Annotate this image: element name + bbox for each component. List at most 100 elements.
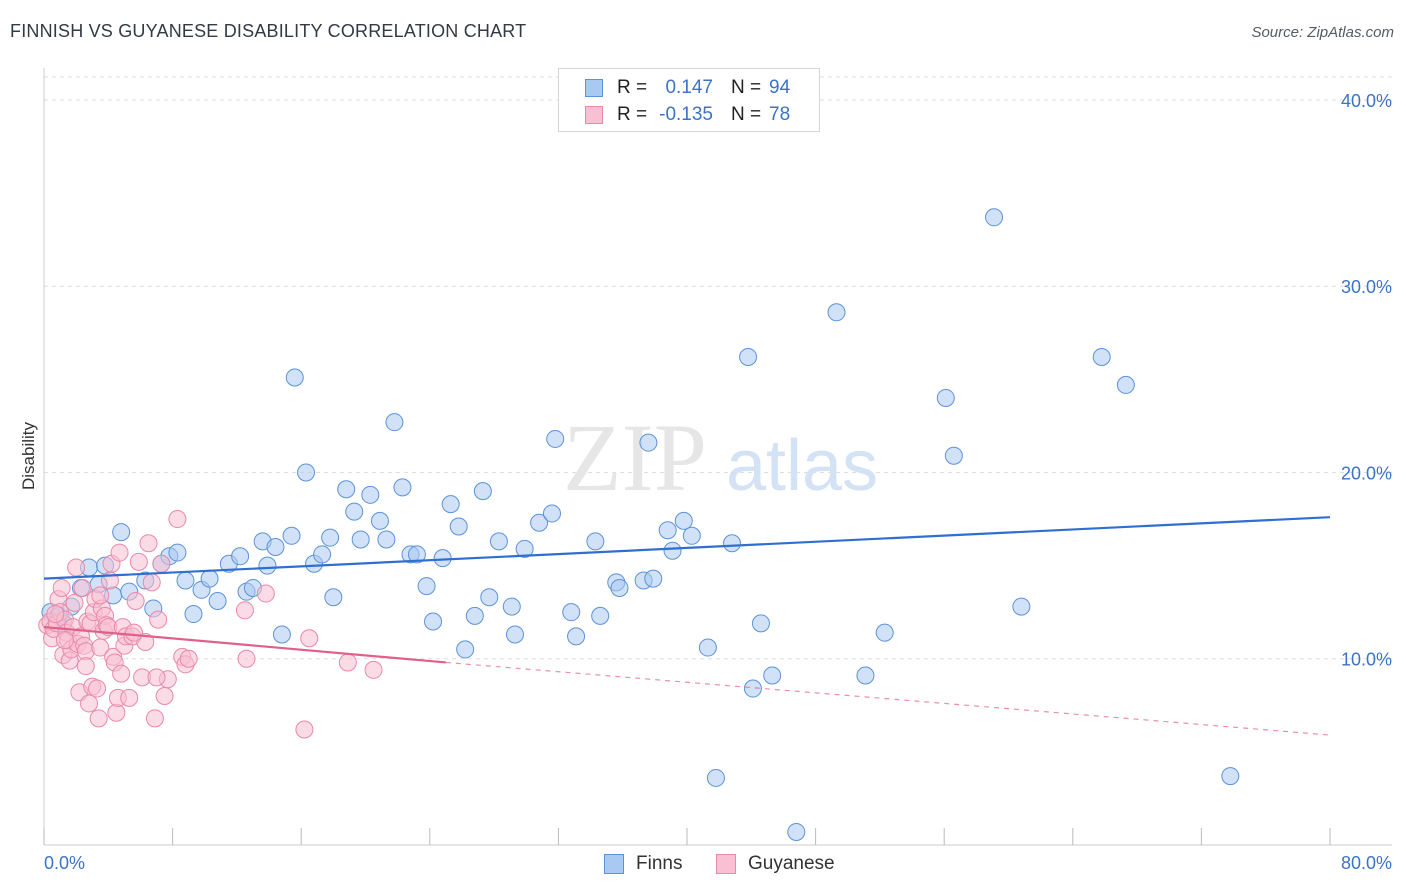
chart-title: FINNISH VS GUYANESE DISABILITY CORRELATI… (10, 21, 527, 41)
data-point-finns (370, 511, 389, 530)
data-point-finns (351, 530, 370, 549)
watermark-zip: ZIP (563, 404, 707, 511)
data-point-finns (449, 517, 468, 536)
trend-lines (43, 516, 1331, 736)
data-point-finns (610, 578, 629, 597)
data-point-finns (313, 545, 332, 564)
data-point-finns (856, 666, 875, 685)
data-point-guyanese (91, 586, 110, 605)
data-point-finns (285, 368, 304, 387)
data-point-finns (936, 388, 955, 407)
data-point-guyanese (155, 686, 174, 705)
data-point-finns (787, 822, 806, 841)
data-point-guyanese (300, 629, 319, 648)
data-point-guyanese (65, 593, 84, 612)
data-point-finns (393, 478, 412, 497)
data-point-guyanese (107, 703, 126, 722)
series-finns (41, 208, 1240, 841)
data-point-guyanese (338, 653, 357, 672)
series-legend: Finns Guyanese (0, 852, 1406, 878)
n-value: 94 (769, 77, 791, 98)
data-point-finns (345, 502, 364, 521)
finns-swatch (585, 79, 603, 97)
trend-line-guyanese-extension (445, 661, 1331, 736)
data-point-finns (502, 597, 521, 616)
data-point-finns (282, 526, 301, 545)
data-point-guyanese (80, 694, 99, 713)
data-point-finns (698, 638, 717, 657)
data-point-finns (546, 429, 565, 448)
y-tick-label: 30.0% (1341, 277, 1392, 297)
axes (43, 68, 1392, 846)
data-point-finns (465, 606, 484, 625)
data-point-finns (542, 504, 561, 523)
data-point-finns (723, 534, 742, 553)
y-tick-label: 20.0% (1341, 463, 1392, 483)
data-point-finns (1221, 767, 1240, 786)
guyanese-swatch (585, 106, 603, 124)
trend-line-finns (43, 516, 1331, 580)
legend-row-guyanese: R = -0.135 N = 78 (559, 100, 819, 128)
data-point-guyanese (237, 649, 256, 668)
data-point-finns (258, 556, 277, 575)
trend-line-guyanese (43, 625, 446, 664)
data-point-guyanese (46, 605, 65, 624)
r-value: -0.135 (659, 104, 713, 125)
r-value: 0.147 (665, 77, 713, 98)
legend-label-finns: Finns (636, 853, 683, 874)
data-point-guyanese (295, 720, 314, 739)
data-point-finns (1092, 347, 1111, 366)
data-point-finns (337, 480, 356, 499)
x-tick-label: 0.0% (44, 853, 85, 873)
tick-labels: 10.0% 20.0% 30.0% 40.0% 0.0% 80.0% (44, 91, 1392, 873)
data-point-guyanese (152, 554, 171, 573)
data-point-finns (272, 625, 291, 644)
data-point-guyanese (147, 668, 166, 687)
data-point-finns (297, 463, 316, 482)
data-point-finns (644, 569, 663, 588)
data-point-finns (473, 482, 492, 501)
correlation-legend: R = 0.147 N = 94 R = -0.135 N = 78 (558, 68, 820, 132)
data-point-guyanese (142, 573, 161, 592)
data-point-finns (663, 541, 682, 560)
grid-lines (44, 76, 1392, 660)
data-point-finns (763, 666, 782, 685)
n-label: N = (731, 104, 762, 125)
data-point-guyanese (76, 657, 95, 676)
data-point-finns (361, 485, 380, 504)
finns-swatch (604, 854, 624, 874)
data-point-finns (674, 511, 693, 530)
data-point-guyanese (235, 601, 254, 620)
data-point-guyanese (145, 709, 164, 728)
data-point-finns (407, 545, 426, 564)
source-label: Source: ZipAtlas.com (1251, 24, 1394, 41)
data-point-finns (515, 539, 534, 558)
data-point-finns (1116, 375, 1135, 394)
data-point-finns (176, 571, 195, 590)
data-point-guyanese (52, 578, 71, 597)
data-point-guyanese (73, 578, 92, 597)
data-point-finns (944, 446, 963, 465)
legend-row-finns: R = 0.147 N = 94 (559, 73, 819, 101)
data-point-finns (168, 543, 187, 562)
data-point-finns (658, 521, 677, 540)
data-point-finns (1012, 597, 1031, 616)
data-point-guyanese (129, 552, 148, 571)
data-point-finns (417, 577, 436, 596)
data-point-finns (456, 640, 475, 659)
y-axis-label: Disability (19, 421, 38, 490)
data-point-guyanese (110, 543, 129, 562)
x-tick-label: 80.0% (1341, 853, 1392, 873)
data-point-finns (266, 537, 285, 556)
series-guyanese (38, 510, 383, 739)
n-value: 78 (769, 104, 791, 125)
data-point-finns (827, 303, 846, 322)
data-point-finns (682, 526, 701, 545)
n-label: N = (731, 77, 762, 98)
data-point-guyanese (139, 534, 158, 553)
data-point-guyanese (126, 591, 145, 610)
data-point-finns (586, 532, 605, 551)
data-point-guyanese (112, 664, 131, 683)
data-point-finns (424, 612, 443, 631)
